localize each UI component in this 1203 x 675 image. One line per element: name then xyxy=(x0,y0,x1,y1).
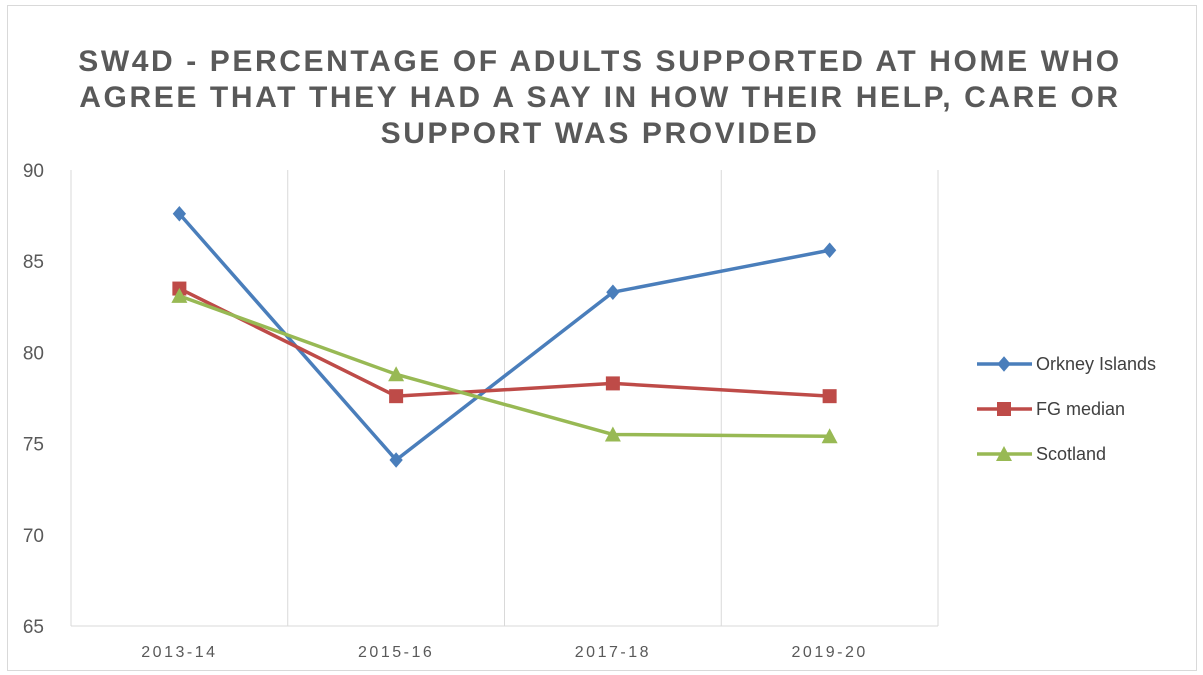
x-tick-label: 2019-20 xyxy=(792,644,868,661)
data-point-orkney-islands xyxy=(606,284,620,300)
y-tick-label: 75 xyxy=(23,435,44,456)
legend: Orkney Islands FG median Scotland xyxy=(977,354,1156,464)
chart-title: SW4D - PERCENTAGE OF ADULTS SUPPORTED AT… xyxy=(78,45,1122,150)
series-line-fg-median xyxy=(177,286,832,398)
data-point-orkney-islands xyxy=(172,206,187,222)
data-point-orkney-islands xyxy=(822,242,837,259)
legend-swatch-marker xyxy=(996,446,1012,461)
data-point-scotland xyxy=(388,366,405,382)
series-scotland xyxy=(171,287,838,444)
y-tick-label: 70 xyxy=(23,526,44,547)
series xyxy=(171,206,838,468)
legend-item-scotland: Scotland xyxy=(977,444,1106,464)
data-point-fg-median xyxy=(605,376,620,391)
legend-item-orkney-islands: Orkney Islands xyxy=(977,354,1156,374)
data-point-fg-median xyxy=(389,389,404,404)
y-tick-label: 80 xyxy=(23,343,44,364)
legend-label: Scotland xyxy=(1036,444,1106,464)
gridlines xyxy=(287,170,939,626)
y-axis-tick-labels: 65 70 75 80 85 90 xyxy=(23,161,44,638)
data-point-scotland xyxy=(604,426,621,442)
legend-item-fg-median: FG median xyxy=(977,399,1125,419)
axes xyxy=(70,170,938,627)
y-tick-label: 85 xyxy=(23,252,44,273)
y-tick-label: 90 xyxy=(23,161,44,182)
series-line-scotland xyxy=(177,294,832,439)
data-point-fg-median xyxy=(822,389,837,404)
x-tick-label: 2015-16 xyxy=(358,644,434,661)
legend-label: FG median xyxy=(1036,399,1125,419)
legend-swatch-marker xyxy=(997,356,1011,372)
x-tick-label: 2013-14 xyxy=(141,644,217,661)
x-tick-label: 2017-18 xyxy=(575,644,651,661)
y-tick-label: 65 xyxy=(23,617,44,638)
series-fg-median xyxy=(172,281,837,404)
x-axis-tick-labels: 2013-14 2015-16 2017-18 2019-20 xyxy=(141,644,868,661)
data-point-orkney-islands xyxy=(389,452,403,468)
data-point-scotland xyxy=(821,428,838,444)
legend-swatch-marker xyxy=(997,402,1011,416)
chart-frame xyxy=(7,5,1197,671)
data-point-scotland xyxy=(171,287,188,303)
legend-label: Orkney Islands xyxy=(1036,354,1156,374)
